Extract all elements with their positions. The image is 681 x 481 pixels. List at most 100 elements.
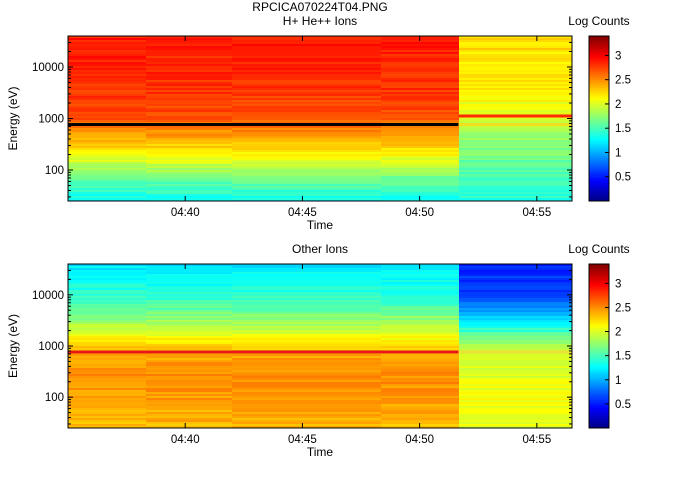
heatmap-cell [232,376,381,378]
colorbar-tick-label: 0.5 [615,399,631,411]
heatmap-cell [68,108,146,110]
colorbar-swatch [589,337,609,341]
heatmap-cell [381,270,459,272]
heatmap-cell [232,394,381,396]
heatmap-cell [146,128,232,130]
heatmap-cell [232,90,381,92]
heatmap-cell [381,358,459,360]
colorbar-label: Log Counts [568,14,629,28]
heatmap-cell [146,294,232,296]
heatmap-cell [232,396,381,398]
heatmap-cell [146,138,232,140]
heatmap-cell [232,100,381,102]
heatmap-cell [381,138,459,140]
heatmap-cell [68,180,146,182]
heatmap-cell [459,358,572,360]
heatmap-cell [146,130,232,132]
heatmap-cell [232,406,381,408]
x-axis-label: Time [307,445,334,459]
colorbar-swatch [589,403,609,406]
heatmap-cell [68,160,146,162]
heatmap-cell [232,310,381,312]
heatmap-cell [232,72,381,74]
heatmap-cell [459,326,572,328]
heatmap-cell [68,158,146,160]
heatmap-cell [381,60,459,62]
heatmap-cell [232,422,381,424]
heatmap-cell [68,176,146,178]
heatmap-cell [381,66,459,68]
heatmap-cell [459,100,572,102]
heatmap-cell [459,298,572,300]
heatmap-cell [381,362,459,364]
heatmap-cell [68,102,146,104]
heatmap-cell [146,338,232,340]
colorbar-swatch [589,186,609,190]
colorbar-swatch [589,116,609,119]
heatmap-cell [146,64,232,66]
heatmap-cell [459,288,572,290]
heatmap-cell [146,58,232,60]
colorbar-swatch [589,114,609,117]
heatmap-cell [381,80,459,82]
heatmap-cell [146,420,232,422]
heatmap-cell [146,400,232,402]
colorbar-swatch [589,75,609,78]
heatmap-cell [459,150,572,152]
heatmap-cell [232,326,381,328]
heatmap-cell [146,164,232,166]
heatmap-cell [232,154,381,156]
heatmap-cell [68,194,146,196]
heatmap-cell [459,424,572,426]
colorbar-tick-label: 2 [615,327,621,339]
heatmap-cell [381,342,459,344]
heatmap-cell [68,426,146,428]
colorbar-swatch [589,343,609,347]
heatmap-cell [381,368,459,370]
colorbar-swatch [589,307,609,310]
heatmap-cell [68,302,146,304]
heatmap-cell [146,182,232,184]
heatmap-cell [232,342,381,344]
heatmap-cell [146,320,232,322]
heatmap-cell [68,72,146,74]
colorbar-swatch [589,389,609,392]
heatmap-cell [459,426,572,428]
heatmap-cell [68,152,146,154]
heatmap-cell [232,130,381,132]
heatmap-line [68,123,459,127]
heatmap-cell [381,132,459,134]
heatmap-cell [232,358,381,360]
colorbar-tick-label: 2.5 [615,302,631,314]
heatmap-cell [459,90,572,92]
heatmap-cell [381,76,459,78]
heatmap-cell [232,302,381,304]
colorbar-label: Log Counts [568,242,629,256]
heatmap-cell [146,56,232,58]
heatmap-cell [68,292,146,294]
heatmap-cell [459,132,572,134]
heatmap-cell [68,78,146,80]
heatmap-cell [232,196,381,198]
heatmap-cell [381,404,459,406]
heatmap-cell [146,324,232,326]
heatmap-cell [459,282,572,284]
heatmap-cell [146,112,232,114]
colorbar-swatch [589,292,609,296]
heatmap-cell [459,126,572,128]
heatmap-cell [232,370,381,372]
heatmap-cell [232,366,381,368]
colorbar-swatch [589,192,609,196]
heatmap-cell [146,80,232,82]
heatmap-cell [381,300,459,302]
colorbar-swatch [589,378,609,382]
colorbar-swatch [589,54,609,58]
heatmap-cell [232,192,381,194]
heatmap-cell [459,42,572,44]
heatmap-cell [459,268,572,270]
heatmap-cell [381,92,459,94]
colorbar-swatch [589,391,609,394]
heatmap-cell [146,412,232,414]
heatmap-cell [459,328,572,330]
heatmap-cell [68,132,146,134]
